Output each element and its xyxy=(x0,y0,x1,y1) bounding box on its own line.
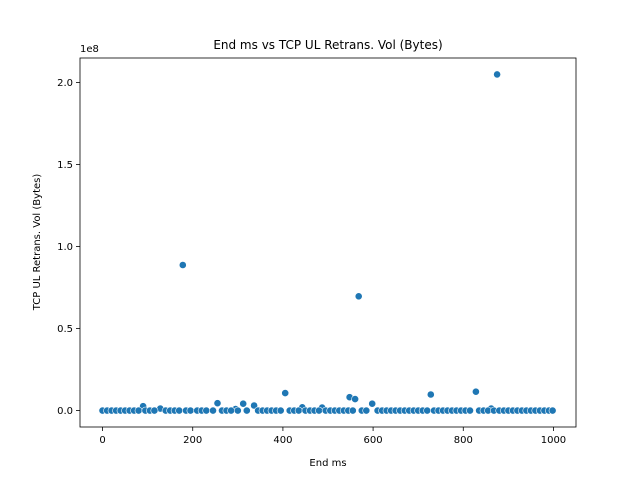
y-axis-ticks: 0.0 0.5 1.0 1.5 2.0 xyxy=(57,78,80,417)
x-tick-label: 800 xyxy=(454,435,473,446)
plot-frame xyxy=(79,57,577,428)
data-point xyxy=(233,406,242,415)
data-point xyxy=(348,406,357,415)
data-point xyxy=(548,406,557,415)
data-point xyxy=(202,406,211,415)
data-point xyxy=(426,390,435,399)
x-axis-ticks: 0 200 400 600 800 1000 xyxy=(99,427,566,446)
data-point xyxy=(368,399,377,408)
data-point xyxy=(471,387,480,396)
data-point xyxy=(362,406,371,415)
data-point xyxy=(227,406,235,415)
data-point xyxy=(276,406,285,415)
data-point xyxy=(281,389,290,397)
data-points xyxy=(98,70,557,415)
data-point xyxy=(493,70,501,79)
data-point xyxy=(134,406,143,415)
y-tick-label: 2.0 xyxy=(57,78,73,89)
x-tick-label: 1000 xyxy=(541,435,566,446)
data-point xyxy=(466,406,474,415)
data-point xyxy=(423,406,432,415)
data-point xyxy=(354,292,363,301)
x-tick-label: 600 xyxy=(364,435,383,446)
data-point xyxy=(239,399,248,408)
chart-title: End ms vs TCP UL Retrans. Vol (Bytes) xyxy=(213,38,442,52)
data-point xyxy=(315,406,323,415)
y-tick-label: 1.0 xyxy=(57,242,73,253)
data-point xyxy=(213,399,222,408)
x-tick-label: 0 xyxy=(99,435,105,446)
data-point xyxy=(186,406,195,415)
data-point xyxy=(175,406,184,415)
y-tick-label: 0.0 xyxy=(57,406,73,417)
data-point xyxy=(209,406,217,415)
y-axis-label: TCP UL Retrans. Vol (Bytes) xyxy=(32,174,43,312)
data-point xyxy=(250,401,258,410)
x-tick-label: 400 xyxy=(273,435,292,446)
data-point xyxy=(294,406,303,415)
x-axis-label: End ms xyxy=(309,458,346,469)
data-point xyxy=(351,395,359,403)
y-offset-label: 1e8 xyxy=(80,44,99,55)
data-point xyxy=(178,261,187,269)
x-tick-label: 200 xyxy=(183,435,202,446)
data-point xyxy=(150,406,159,415)
data-point xyxy=(242,406,251,415)
y-tick-label: 1.5 xyxy=(57,160,73,171)
y-tick-label: 0.5 xyxy=(57,324,73,335)
